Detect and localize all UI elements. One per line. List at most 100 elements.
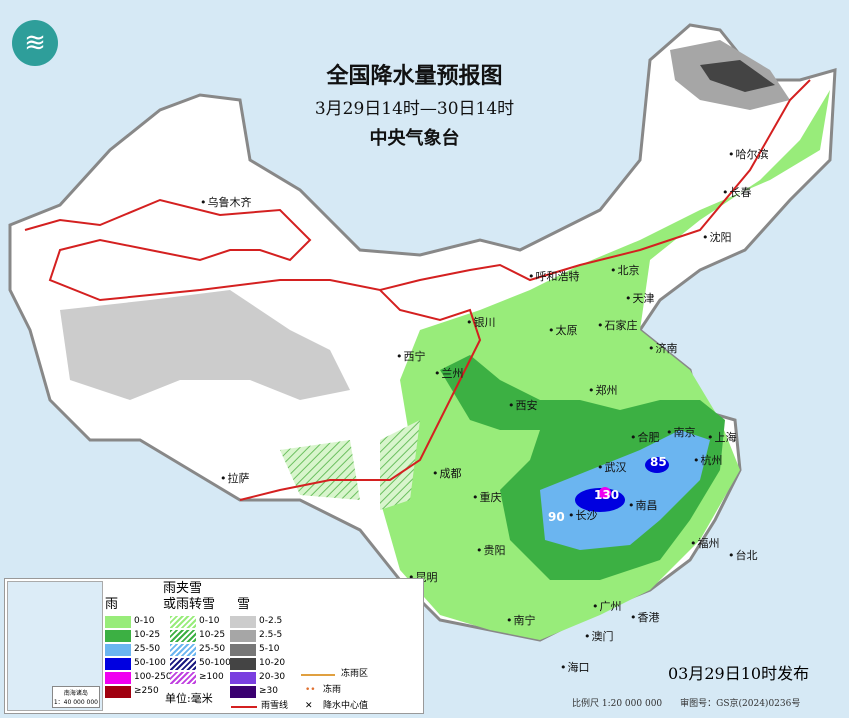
footer: 比例尺 1:20 000 000 审图号：GS京(2024)0236号 [572, 696, 818, 709]
city-label: 天津 [625, 292, 655, 305]
snow-line-label: 雨雪线 [261, 701, 289, 711]
snow-label: 2.5-5 [259, 630, 283, 640]
max-value-label: 85 [650, 455, 667, 469]
mix-label: 50-100 [199, 658, 231, 668]
city-label: 香港 [630, 611, 660, 624]
city-label: 南宁 [506, 614, 536, 627]
city-label: 广州 [592, 600, 622, 613]
inset-scale: 1：40 000 000 [53, 699, 98, 706]
rain-50-100-region [575, 488, 625, 512]
snow-region [60, 290, 350, 400]
city-label: 长沙 [568, 509, 598, 522]
mix-legend-title: 雨夹雪 [163, 581, 203, 596]
city-label: 台北 [728, 549, 758, 562]
snow-label: 0-2.5 [259, 616, 283, 626]
rain-swatch [105, 672, 131, 684]
city-label: 重庆 [472, 491, 502, 504]
rain-swatch [105, 630, 131, 642]
mix-swatch [170, 658, 196, 670]
rain-swatch [105, 644, 131, 656]
inset-title: 南海诸岛 [63, 690, 88, 697]
city-label: 长春 [722, 186, 752, 199]
rain-100-250-region [599, 487, 611, 499]
rain-label: ≥250 [134, 686, 159, 696]
city-label: 呼和浩特 [528, 270, 580, 283]
city-label: 拉萨 [220, 472, 250, 485]
center-value-label: 降水中心值 [323, 701, 369, 711]
city-label: 兰州 [434, 367, 464, 380]
south-china-sea-inset: 南海诸岛 1：40 000 000 [7, 581, 103, 711]
city-label: 济南 [648, 342, 678, 355]
mix-label: 10-25 [199, 630, 226, 640]
legend: 南海诸岛 1：40 000 000 雨 雨夹雪 或雨转雪 雪 0-10 10-25 2… [4, 578, 424, 714]
city-label: 乌鲁木齐 [200, 196, 252, 209]
rain-label: 25-50 [134, 644, 161, 654]
city-label: 郑州 [588, 384, 618, 397]
mix-label: 0-10 [199, 616, 220, 626]
city-label: 武汉 [597, 461, 627, 474]
city-label: 哈尔滨 [728, 148, 769, 161]
city-label: 石家庄 [597, 319, 638, 332]
rain-label: 50-100 [134, 658, 166, 668]
snow-swatch [230, 616, 256, 628]
city-label: 杭州 [693, 454, 723, 467]
rain-label: 100-250 [134, 672, 172, 682]
mix-swatch [170, 616, 196, 628]
snow-swatch [230, 658, 256, 670]
snow-label: 20-30 [259, 672, 286, 682]
approval-number: 审图号：GS京(2024)0236号 [680, 699, 801, 709]
city-label: 太原 [548, 324, 578, 337]
freezing-zone-label: 冻雨区 [341, 669, 369, 679]
freezing-rain-label: 冻雨 [323, 685, 342, 695]
mix-swatch [170, 644, 196, 656]
city-label: 北京 [610, 264, 640, 277]
city-label: 南昌 [628, 499, 658, 512]
city-label: 贵阳 [476, 544, 506, 557]
city-label: 银川 [466, 316, 496, 329]
map-title: 全国降水量预报图 [326, 63, 503, 89]
snow-label: 5-10 [259, 644, 280, 654]
snow-swatch [230, 672, 256, 684]
max-value-label: 90 [548, 510, 565, 524]
rain-swatch [105, 658, 131, 670]
snow-line-swatch [231, 706, 257, 708]
unit-label: 单位:毫米 [165, 692, 213, 705]
cma-logo-icon: ≋ [12, 20, 58, 66]
issue-time: 03月29日10时发布 [668, 664, 810, 683]
snow-region-northeast-heavy [700, 60, 775, 92]
snow-label: 10-20 [259, 658, 286, 668]
snow-legend-title: 雪 [237, 597, 251, 612]
rain-legend-title: 雨 [105, 597, 119, 612]
rain-50-100-region [645, 457, 669, 473]
mix-label: ≥100 [199, 672, 224, 682]
freezing-zone-swatch [301, 674, 335, 676]
city-label: 西宁 [396, 350, 426, 363]
city-label: 西安 [508, 399, 538, 412]
snow-swatch [230, 630, 256, 642]
city-label: 福州 [690, 537, 720, 550]
mix-swatch [170, 630, 196, 642]
snow-swatch [230, 686, 256, 698]
rain-label: 10-25 [134, 630, 161, 640]
city-label: 成都 [432, 467, 462, 480]
city-label: 澳门 [584, 630, 614, 643]
rain-label: 0-10 [134, 616, 155, 626]
center-value-icon: ✕ [305, 701, 313, 711]
city-label: 合肥 [630, 431, 660, 444]
city-label: 海口 [560, 661, 590, 674]
max-value-label: 130 [594, 488, 620, 502]
freezing-rain-icon: •• [305, 685, 316, 695]
mix-label: 25-50 [199, 644, 226, 654]
mix-legend-title-2: 或雨转雪 [163, 597, 216, 612]
rain-snow-line [24, 79, 811, 501]
mixed-precip-region [380, 420, 420, 510]
city-label: 沈阳 [702, 231, 732, 244]
agency-name: 中央气象台 [369, 128, 460, 149]
rain-swatch [105, 616, 131, 628]
city-label: 上海 [707, 431, 737, 444]
forecast-period: 3月29日14时—30日14时 [314, 99, 515, 119]
snow-label: ≥30 [259, 686, 278, 696]
city-label: 南京 [666, 426, 696, 439]
snow-swatch [230, 644, 256, 656]
